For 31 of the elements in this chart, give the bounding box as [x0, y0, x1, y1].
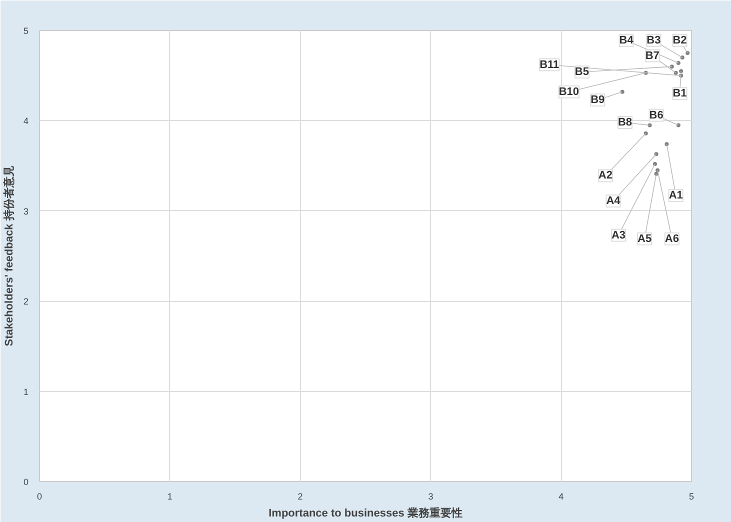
annotation: B10 — [558, 86, 580, 98]
x-tick-label: 0 — [36, 492, 42, 502]
annotation: B11 — [540, 58, 560, 71]
x-tick-label: 3 — [428, 492, 434, 502]
x-tick-label: 5 — [688, 492, 694, 502]
annotation: A1 — [668, 190, 683, 202]
x-tick-label: 1 — [167, 492, 172, 502]
annotation: B7 — [645, 50, 660, 62]
y-tick-label: 2 — [23, 296, 29, 307]
annotation: B6 — [649, 109, 664, 122]
x-axis-title: Importance to businesses 業務重要性 — [268, 506, 462, 520]
annotation: B5 — [574, 66, 589, 78]
annotation: B4 — [619, 34, 634, 46]
y-tick-label: 5 — [23, 26, 29, 36]
annotation: B2 — [672, 34, 687, 46]
y-tick-label: 0 — [23, 477, 29, 487]
y-tick-label: 1 — [23, 386, 29, 397]
annotation: B3 — [646, 34, 661, 46]
annotation: B9 — [590, 94, 605, 106]
x-tick-label: 4 — [558, 492, 564, 502]
y-tick-label: 3 — [23, 206, 29, 216]
annotation: B8 — [618, 116, 632, 129]
x-tick-label: 2 — [298, 492, 303, 502]
annotation: A3 — [611, 229, 626, 242]
annotation: A5 — [638, 232, 652, 245]
y-tick-label: 4 — [23, 116, 29, 126]
annotation: A2 — [598, 170, 612, 182]
y-axis-title: Stakeholders' feedback 持份者意見 — [2, 166, 16, 346]
annotation: A6 — [664, 232, 679, 245]
annotation: B1 — [672, 88, 687, 100]
annotation: A4 — [606, 194, 622, 207]
